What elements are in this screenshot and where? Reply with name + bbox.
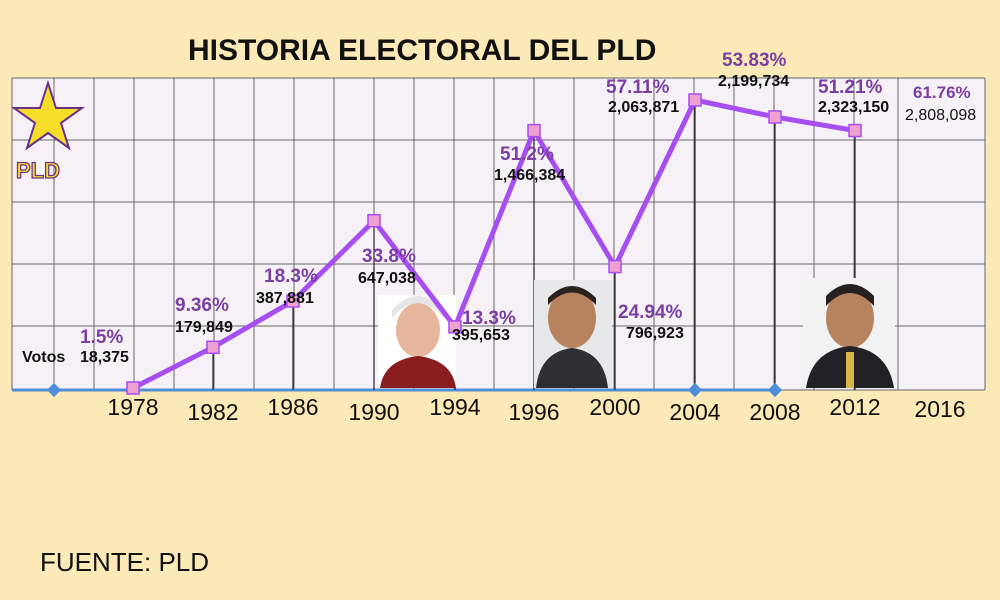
x-tick-label-2004: 2004 <box>669 399 720 425</box>
percent-label-1986: 18.3% <box>264 266 318 287</box>
x-tick-label-1996: 1996 <box>508 399 559 425</box>
x-tick-label-2012: 2012 <box>829 394 880 420</box>
point-markers <box>126 93 862 395</box>
data-point-1994 <box>448 320 462 334</box>
data-point-2004 <box>688 93 702 107</box>
source-note: FUENTE: PLD <box>40 547 210 577</box>
votes-value-1978: 18,375 <box>80 349 129 366</box>
x-tick-label-1982: 1982 <box>187 399 238 425</box>
data-point-1996 <box>527 123 541 138</box>
candidate-portrait-2 <box>534 280 612 388</box>
series-line <box>131 97 856 391</box>
extra-votes-label: 2,808,098 <box>905 107 976 124</box>
data-point-2008 <box>768 110 782 124</box>
data-point-1986 <box>286 294 300 308</box>
data-point-2000 <box>608 259 622 274</box>
x-tick-label-1978: 1978 <box>107 394 158 420</box>
year-labels: 1978 1982 1986 1990 1994 1996 2000 2004 2008 2012… <box>107 394 965 425</box>
data-point-2012 <box>848 123 862 138</box>
percent-label-2000: 24.94% <box>618 302 683 323</box>
votes-value-1982: 179,849 <box>175 319 233 336</box>
star-icon <box>10 79 86 151</box>
votes-value-2000: 796,923 <box>626 325 684 342</box>
chart-title: HISTORIA ELECTORAL DEL PLD <box>188 34 656 67</box>
x-tick-label-1994: 1994 <box>429 394 480 420</box>
votes-value-1996: 1,466,384 <box>494 167 565 184</box>
votes-label: Votos <box>22 349 65 366</box>
baseline-marker-2 <box>767 382 783 398</box>
votes-value-1990: 647,038 <box>358 270 416 287</box>
votes-value-2012: 2,323,150 <box>818 99 889 116</box>
percent-label-2004: 57.11% <box>606 77 669 98</box>
percent-label-1994: 13.3% <box>462 308 516 329</box>
x-tick-label-1986: 1986 <box>267 394 318 420</box>
votes-value-2004: 2,063,871 <box>608 99 679 116</box>
percent-label-2012: 51.21% <box>818 77 883 98</box>
candidate-portrait-3 <box>803 278 895 388</box>
data-point-1978 <box>126 381 140 395</box>
x-tick-label-1990: 1990 <box>348 399 399 425</box>
baseline-marker-1 <box>687 382 703 398</box>
pld-logo: PLD <box>10 79 86 184</box>
percent-label-2008: 53.83% <box>722 50 787 71</box>
extra-percent-label: 61.76% <box>913 83 971 102</box>
candidate-portrait-1 <box>378 295 456 388</box>
point-labels: 1.5%18,375 9.36% 179,849 18.3% 387,881 33.8% 6… <box>80 50 889 366</box>
percent-label-1990: 33.8% <box>362 246 416 267</box>
votes-value-1986: 387,881 <box>256 290 314 307</box>
data-point-1982 <box>206 340 220 355</box>
percent-label-1996: 51.2% <box>500 144 554 165</box>
x-tick-label-2000: 2000 <box>589 394 640 420</box>
baseline-marker-0 <box>46 382 62 398</box>
data-point-1990 <box>367 213 381 228</box>
x-tick-label-2016: 2016 <box>914 396 965 422</box>
x-tick-label-2008: 2008 <box>749 399 800 425</box>
pld-logo-text: PLD <box>16 158 60 183</box>
percent-label-1978: 1.5% <box>80 327 123 348</box>
baseline-markers <box>46 382 783 398</box>
percent-label-1982: 9.36% <box>175 295 229 316</box>
votes-value-1994: 395,653 <box>452 327 510 344</box>
votes-value-2008: 2,199,734 <box>718 73 789 90</box>
